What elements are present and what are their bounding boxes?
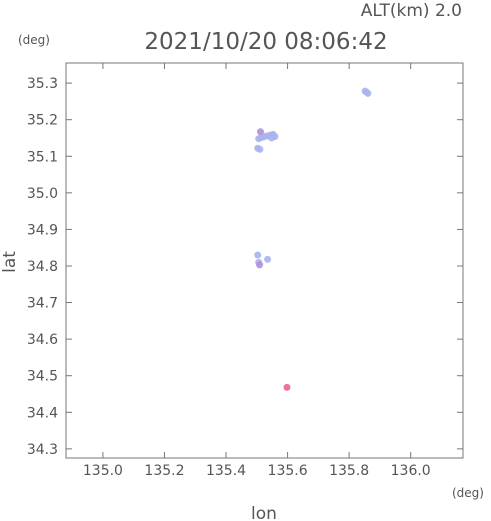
data-point bbox=[364, 89, 372, 97]
x-axis: 135.0 135.2 135.4 135.6 135.8 136.0 bbox=[83, 63, 431, 479]
y-tick-label: 34.9 bbox=[27, 222, 58, 238]
y-tick-label: 35.1 bbox=[27, 149, 58, 165]
x-tick-label: 135.0 bbox=[83, 463, 123, 479]
x-tick-label: 135.6 bbox=[268, 463, 308, 479]
x-tick-label: 135.8 bbox=[329, 463, 369, 479]
y-tick-label: 34.4 bbox=[27, 405, 58, 421]
x-axis-label: lon bbox=[251, 504, 277, 521]
x-axis-unit: (deg) bbox=[452, 486, 484, 500]
chart-subtitle: ALT(km) 2.0 bbox=[361, 1, 462, 21]
y-tick-label: 34.7 bbox=[27, 296, 58, 312]
data-points bbox=[254, 87, 372, 391]
y-tick-label: 34.8 bbox=[27, 259, 58, 275]
y-tick-label: 35.0 bbox=[27, 186, 58, 202]
y-tick-label: 34.6 bbox=[27, 332, 58, 348]
y-tick-label: 34.3 bbox=[27, 442, 58, 458]
data-point bbox=[283, 383, 291, 391]
data-point bbox=[254, 251, 262, 259]
data-point bbox=[256, 261, 264, 269]
x-tick-label: 136.0 bbox=[391, 463, 431, 479]
y-tick-label: 35.3 bbox=[27, 76, 58, 92]
y-tick-label: 34.5 bbox=[27, 369, 58, 385]
y-axis: 34.3 34.4 34.5 34.6 34.7 34.8 34.9 35.0 35.1 35.2… bbox=[27, 76, 463, 458]
plot-area bbox=[65, 62, 464, 459]
y-tick-label: 35.2 bbox=[27, 113, 58, 129]
data-point bbox=[256, 128, 264, 136]
chart-title: 2021/10/20 08:06:42 bbox=[144, 29, 387, 55]
data-point bbox=[268, 134, 276, 142]
data-point bbox=[256, 145, 264, 153]
data-point bbox=[264, 255, 272, 263]
y-axis-label: lat bbox=[0, 251, 20, 273]
y-axis-unit: (deg) bbox=[18, 33, 50, 47]
x-tick-label: 135.4 bbox=[206, 463, 246, 479]
x-tick-label: 135.2 bbox=[144, 463, 184, 479]
